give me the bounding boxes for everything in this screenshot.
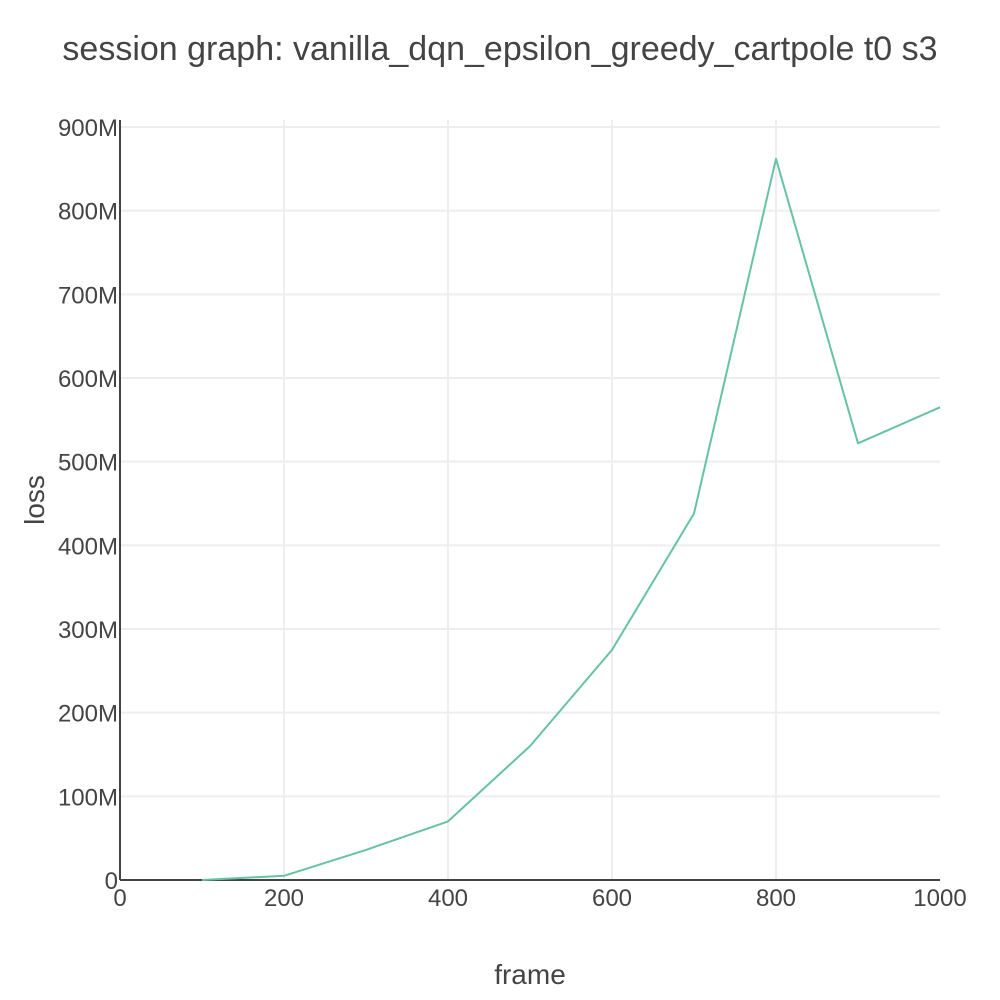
y-axis-label: loss xyxy=(19,475,50,525)
y-tick-label: 400M xyxy=(58,533,118,560)
series-lines xyxy=(201,157,941,881)
tick-labels: 0 100M 200M 300M 400M 500M 600M 700M 800M 900M 0 20… xyxy=(58,115,967,912)
x-tick-label: 400 xyxy=(428,885,468,912)
axes xyxy=(119,120,940,881)
grid-lines xyxy=(120,120,940,880)
y-tick-label: 700M xyxy=(58,282,118,309)
chart-title: session graph: vanilla_dqn_epsilon_greed… xyxy=(62,30,937,68)
x-tick-label: 1000 xyxy=(913,885,966,912)
loss-series-line xyxy=(201,157,941,881)
y-tick-label: 500M xyxy=(58,450,118,477)
y-tick-label: 800M xyxy=(58,199,118,226)
x-tick-label: 200 xyxy=(264,885,304,912)
x-axis-label: frame xyxy=(494,959,566,990)
y-tick-label: 300M xyxy=(58,617,118,644)
x-tick-label: 0 xyxy=(113,885,126,912)
y-tick-label: 200M xyxy=(58,701,118,728)
y-tick-label: 100M xyxy=(58,784,118,811)
y-tick-label: 900M xyxy=(58,115,118,142)
x-tick-label: 600 xyxy=(592,885,632,912)
x-tick-label: 800 xyxy=(756,885,796,912)
y-tick-label: 0 xyxy=(105,868,118,895)
y-tick-label: 600M xyxy=(58,366,118,393)
